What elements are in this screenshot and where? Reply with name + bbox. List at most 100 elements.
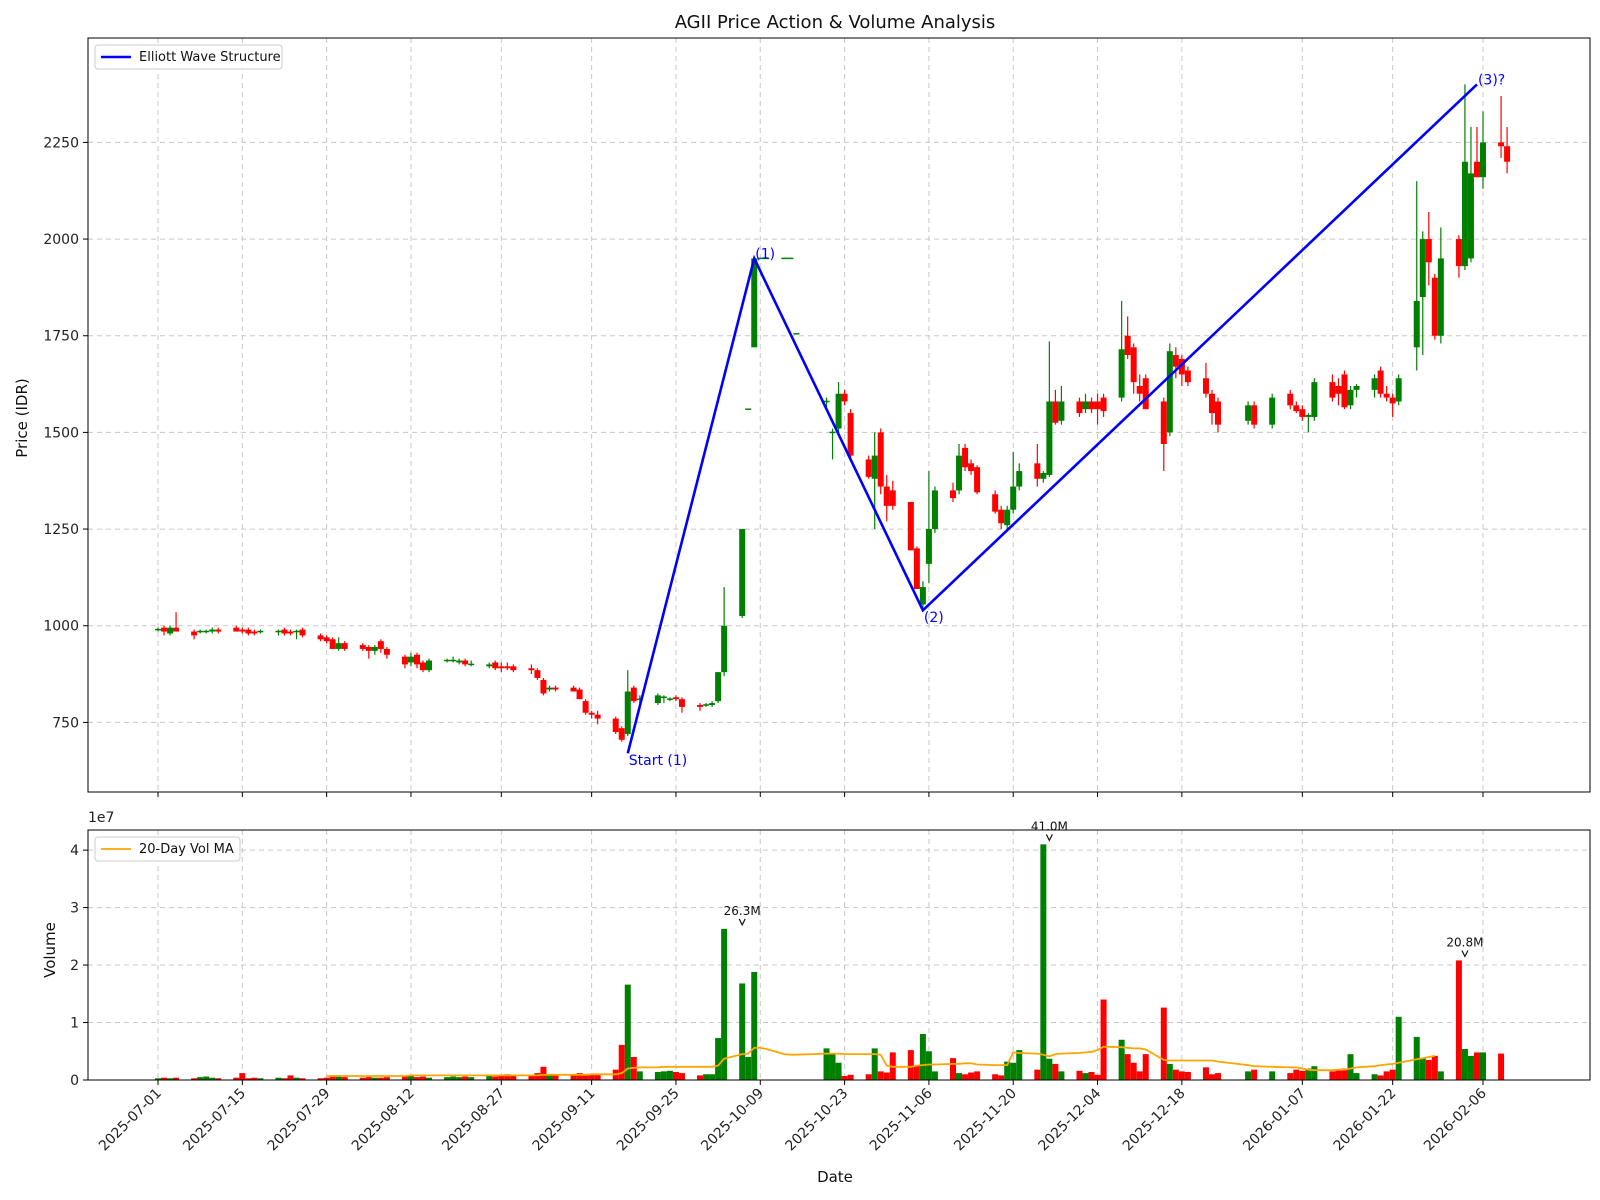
candle-body — [1251, 405, 1258, 425]
date-tick-label: 2025-12-18 — [1120, 1086, 1189, 1155]
volume-bar — [1160, 1007, 1167, 1080]
volume-bar — [191, 1078, 198, 1080]
candle-body — [751, 258, 758, 348]
volume-bar — [1437, 1071, 1444, 1080]
candle-body — [504, 666, 511, 669]
volume-bar — [1208, 1074, 1215, 1080]
volume-bar — [287, 1075, 294, 1080]
candle-body — [341, 643, 348, 649]
candle-body — [546, 687, 553, 690]
volume-bar — [534, 1073, 541, 1080]
volume-bar — [1118, 1039, 1125, 1080]
volume-bar — [1461, 1048, 1468, 1080]
candle-body — [510, 666, 517, 671]
date-tick-label: 2025-10-09 — [698, 1086, 767, 1155]
volume-bar — [1172, 1069, 1179, 1080]
volume-bar — [721, 928, 728, 1080]
volume-bar — [660, 1071, 667, 1080]
volume-bar — [546, 1074, 553, 1080]
candle-body — [377, 641, 384, 649]
volume-y-tick-label: 0 — [70, 1073, 79, 1089]
date-axis-label: Date — [817, 1168, 853, 1186]
volume-bar — [618, 1044, 625, 1080]
date-tick-label: 2025-10-23 — [783, 1086, 852, 1155]
candle-body — [486, 664, 493, 667]
candle-body — [239, 629, 246, 632]
volume-bar — [293, 1077, 300, 1080]
candle-body — [1425, 239, 1432, 263]
volume-bar — [257, 1078, 264, 1080]
candle-body — [413, 654, 420, 665]
candle-body — [950, 490, 956, 499]
candle-body — [956, 455, 963, 491]
candle-body — [1160, 401, 1167, 444]
volume-bar — [1473, 1052, 1480, 1080]
price-y-tick-label: 1000 — [43, 619, 79, 635]
candle-body — [161, 627, 168, 632]
candle-body — [1347, 389, 1354, 406]
volume-bar — [1094, 1074, 1101, 1080]
volume-bar — [1305, 1068, 1312, 1080]
date-tick-label: 2026-01-22 — [1331, 1086, 1400, 1155]
candle-body — [1208, 393, 1215, 414]
wave-point-label: (2) — [924, 610, 944, 626]
volume-bar — [624, 984, 631, 1080]
candle-body — [974, 467, 981, 493]
candle-body — [1335, 386, 1342, 394]
volume-legend: 20-Day Vol MA — [94, 836, 241, 862]
volume-peak-arrow — [1461, 950, 1469, 958]
candle-body — [678, 699, 685, 707]
date-tick-label: 2025-09-11 — [530, 1086, 599, 1155]
volume-bar — [1335, 1069, 1342, 1080]
volume-bar — [413, 1077, 420, 1080]
candle-body — [359, 645, 366, 649]
volume-bar — [317, 1078, 324, 1080]
volume-bar — [383, 1077, 390, 1080]
date-tick-label: 2025-08-27 — [439, 1086, 508, 1155]
volume-bar — [492, 1076, 499, 1080]
candle-body — [968, 463, 975, 472]
volume-bar — [335, 1075, 342, 1080]
candle-body — [962, 447, 969, 468]
volume-bar — [1419, 1058, 1426, 1080]
volume-bar — [456, 1077, 463, 1080]
candle-body — [528, 668, 535, 671]
date-tick-label: 2025-12-04 — [1036, 1085, 1105, 1154]
candle-body — [1245, 405, 1252, 421]
volume-bar — [925, 1051, 932, 1080]
volume-ma-line — [326, 1045, 1435, 1077]
candle-body — [335, 643, 342, 649]
volume-bar — [1299, 1070, 1306, 1080]
candle-body — [426, 660, 433, 671]
candle-body — [612, 718, 619, 733]
volume-y-tick-label: 3 — [70, 901, 79, 917]
volume-bar — [1329, 1071, 1336, 1080]
date-tick-label: 2025-07-15 — [180, 1086, 249, 1155]
candle-body — [1142, 378, 1149, 410]
volume-bar — [401, 1076, 408, 1080]
volume-bar — [1287, 1073, 1294, 1080]
volume-bar — [528, 1074, 535, 1080]
candle-body — [215, 629, 222, 632]
price-y-tick-label: 750 — [52, 715, 79, 731]
volume-bar — [498, 1074, 505, 1080]
price-panel: 750 1000 1250 1500 1750 2000 2250 Start (1) (1) (… — [43, 37, 1591, 797]
candle-body — [715, 672, 722, 702]
volume-bar — [570, 1074, 577, 1080]
candle-body — [1498, 142, 1505, 147]
candle-body — [1034, 463, 1041, 479]
volume-bar — [155, 1078, 161, 1080]
chart-title: AGII Price Action & Volume Analysis — [675, 12, 996, 33]
candle-body — [1480, 142, 1486, 178]
volume-bar — [197, 1077, 204, 1080]
wave-point-label: Start (1) — [629, 753, 687, 769]
candle-body — [871, 455, 878, 479]
volume-peak-label: 26.3M — [724, 904, 761, 918]
candle-body — [841, 393, 848, 402]
price-axis-label: Price (IDR) — [13, 378, 31, 457]
candle-body — [1504, 146, 1511, 162]
volume-bar — [594, 1074, 601, 1080]
volume-bar — [1389, 1069, 1396, 1080]
legend-entry: Elliott Wave Structure — [139, 50, 281, 65]
